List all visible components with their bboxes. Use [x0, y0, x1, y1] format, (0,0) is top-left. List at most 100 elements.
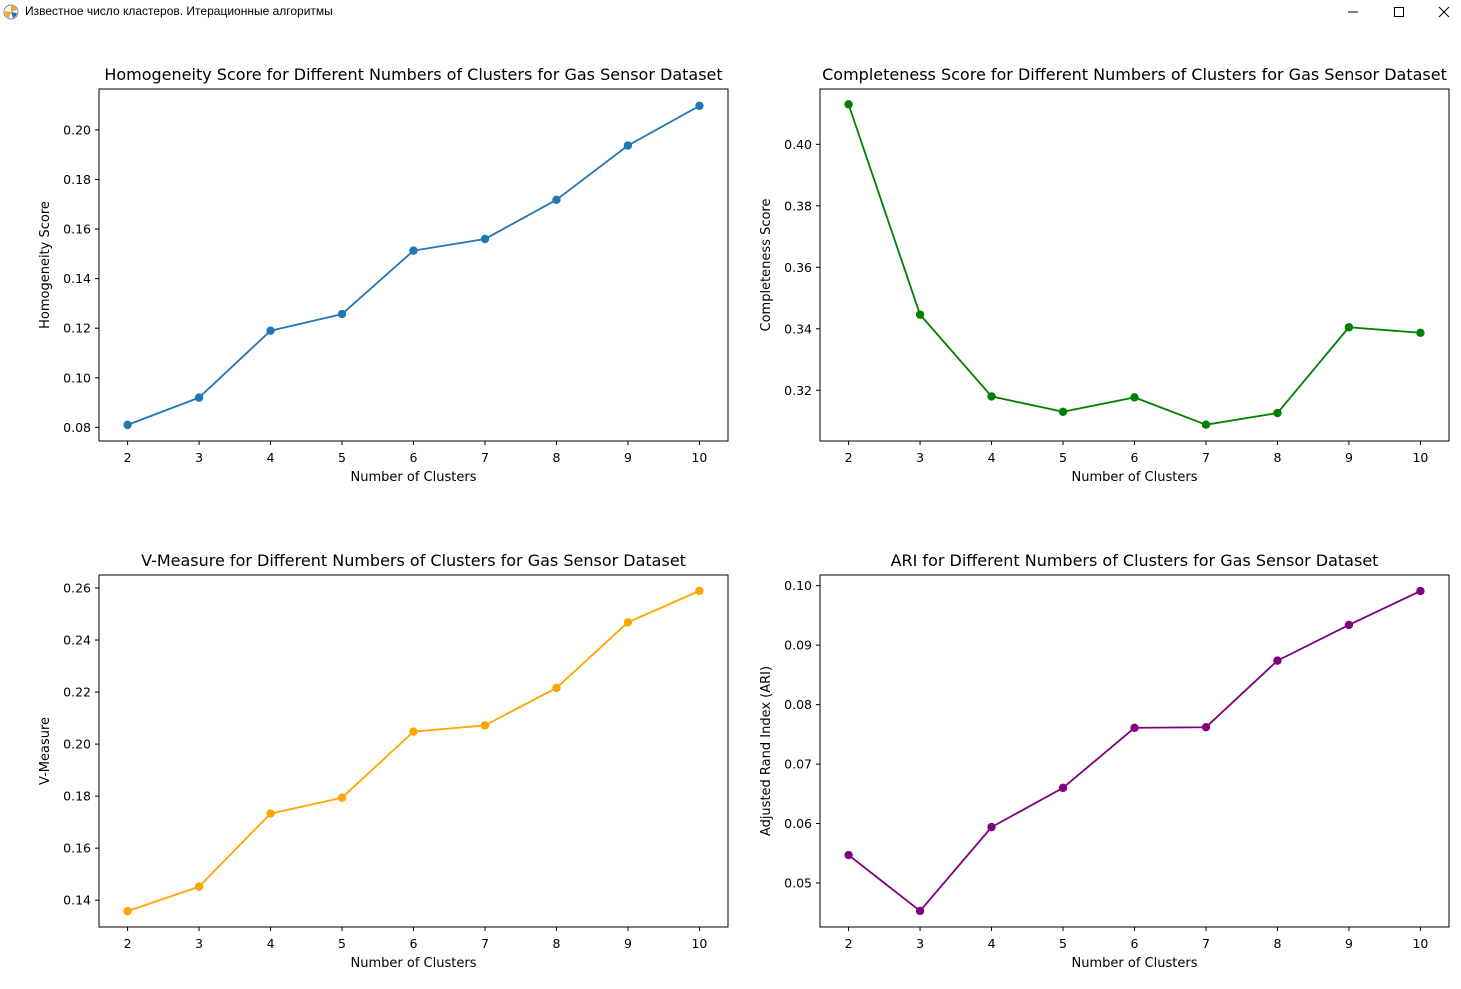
figure-canvas: Homogeneity Score for Different Numbers … [38, 65, 1450, 971]
completeness-data-point [1416, 328, 1425, 337]
homogeneity-axes-frame [98, 88, 729, 442]
completeness-y-tick-label: 0.32 [784, 383, 812, 398]
ari-data-point [844, 850, 853, 860]
homogeneity-x-tick-label: 4 [267, 450, 275, 465]
ari-data-point [1344, 620, 1354, 630]
minimize-icon [1348, 11, 1358, 13]
completeness-data-point [1058, 407, 1068, 416]
completeness-y-tick-label: 0.40 [784, 137, 812, 152]
v-measure-y-tick-label: 0.20 [63, 737, 91, 752]
v-measure-chart-title: V-Measure for Different Numbers of Clust… [141, 551, 686, 570]
homogeneity-x-tick-label: 5 [338, 450, 346, 465]
completeness-x-tick-label: 8 [1273, 450, 1281, 465]
v-measure-x-tick-label: 4 [267, 936, 275, 951]
homogeneity-data-point [123, 420, 132, 430]
completeness-y-axis-label: Completeness Score [759, 199, 774, 332]
completeness-axes-frame [819, 88, 1450, 442]
ari-data-point [915, 906, 925, 916]
subplot-ari: ARI for Different Numbers of Clusters fo… [759, 551, 1450, 971]
completeness-data-point [1344, 323, 1354, 332]
v-measure-axes-frame [98, 574, 729, 928]
ari-data-point [1058, 783, 1068, 793]
completeness-y-tick-label: 0.38 [784, 198, 812, 213]
v-measure-y-tick-label: 0.14 [63, 893, 91, 908]
close-icon [1438, 6, 1450, 18]
ari-y-tick-label: 0.08 [784, 697, 812, 712]
completeness-chart-title: Completeness Score for Different Numbers… [822, 65, 1447, 84]
ari-data-point [1201, 723, 1211, 732]
homogeneity-y-tick-label: 0.12 [63, 321, 91, 336]
ari-y-tick-label: 0.05 [784, 876, 812, 891]
maximize-button[interactable] [1376, 0, 1422, 24]
v-measure-y-tick-label: 0.26 [63, 581, 91, 596]
completeness-x-tick-label: 2 [845, 450, 853, 465]
homogeneity-y-tick-label: 0.16 [63, 222, 91, 237]
completeness-x-axis-label: Number of Clusters [1072, 470, 1198, 485]
v-measure-y-tick-label: 0.16 [63, 841, 91, 856]
homogeneity-y-axis-label: Homogeneity Score [38, 201, 53, 329]
ari-x-tick-label: 6 [1131, 936, 1139, 951]
homogeneity-x-tick-label: 9 [624, 450, 632, 465]
subplot-homogeneity: Homogeneity Score for Different Numbers … [38, 65, 729, 485]
v-measure-data-point [266, 809, 275, 818]
completeness-x-tick-label: 9 [1345, 450, 1353, 465]
matplotlib-icon [3, 4, 19, 20]
maximize-icon [1394, 7, 1404, 17]
homogeneity-x-axis-label: Number of Clusters [351, 470, 477, 485]
homogeneity-chart-title: Homogeneity Score for Different Numbers … [104, 65, 722, 84]
v-measure-data-point [695, 586, 704, 596]
homogeneity-y-tick-label: 0.14 [63, 271, 91, 286]
v-measure-x-tick-label: 9 [624, 936, 632, 951]
ari-y-tick-label: 0.09 [784, 638, 812, 653]
ari-x-tick-label: 3 [916, 936, 924, 951]
v-measure-x-tick-label: 3 [195, 936, 203, 951]
window-title: Известное число кластеров. Итерационные … [25, 4, 333, 18]
completeness-x-tick-label: 5 [1059, 450, 1067, 465]
completeness-x-tick-label: 3 [916, 450, 924, 465]
homogeneity-y-tick-label: 0.20 [63, 122, 91, 137]
homogeneity-y-tick-label: 0.08 [63, 420, 91, 435]
subplot-completeness: Completeness Score for Different Numbers… [759, 65, 1450, 485]
completeness-x-tick-label: 4 [988, 450, 996, 465]
ari-axes-frame [819, 574, 1450, 928]
ari-y-tick-label: 0.06 [784, 816, 812, 831]
close-button[interactable] [1421, 0, 1461, 24]
completeness-x-tick-label: 6 [1131, 450, 1139, 465]
completeness-y-tick-label: 0.34 [784, 321, 812, 336]
ari-data-point [1130, 723, 1139, 733]
completeness-data-point [1201, 420, 1211, 429]
v-measure-y-tick-label: 0.18 [63, 789, 91, 804]
completeness-x-tick-label: 7 [1202, 450, 1210, 465]
subplot-v-measure: V-Measure for Different Numbers of Clust… [38, 551, 729, 971]
homogeneity-x-tick-label: 6 [410, 450, 418, 465]
homogeneity-x-tick-label: 2 [124, 450, 132, 465]
v-measure-y-tick-label: 0.24 [63, 633, 91, 648]
window-titlebar: Известное число кластеров. Итерационные … [0, 0, 1461, 24]
homogeneity-data-point [337, 309, 347, 319]
homogeneity-x-tick-label: 3 [195, 450, 203, 465]
v-measure-y-axis-label: V-Measure [38, 717, 53, 785]
homogeneity-x-tick-label: 7 [481, 450, 489, 465]
v-measure-data-point [480, 721, 490, 730]
v-measure-x-tick-label: 8 [552, 936, 560, 951]
minimize-button[interactable] [1330, 0, 1376, 24]
homogeneity-y-tick-label: 0.10 [63, 370, 91, 385]
v-measure-data-point [623, 618, 633, 627]
v-measure-data-point [337, 793, 347, 802]
ari-x-tick-label: 4 [988, 936, 996, 951]
completeness-data-point [1273, 408, 1282, 418]
v-measure-data-point [123, 906, 132, 916]
completeness-data-point [987, 392, 996, 401]
ari-y-axis-label: Adjusted Rand Index (ARI) [759, 666, 774, 836]
v-measure-x-tick-label: 7 [481, 936, 489, 951]
completeness-y-tick-label: 0.36 [784, 260, 812, 275]
homogeneity-data-point [552, 195, 561, 205]
v-measure-x-tick-label: 6 [410, 936, 418, 951]
v-measure-y-tick-label: 0.22 [63, 685, 91, 700]
v-measure-x-axis-label: Number of Clusters [351, 956, 477, 971]
v-measure-data-point [409, 727, 418, 736]
homogeneity-data-point [480, 234, 490, 244]
homogeneity-data-point [194, 393, 204, 402]
v-measure-data-point [552, 683, 561, 693]
ari-y-tick-label: 0.10 [784, 578, 812, 593]
